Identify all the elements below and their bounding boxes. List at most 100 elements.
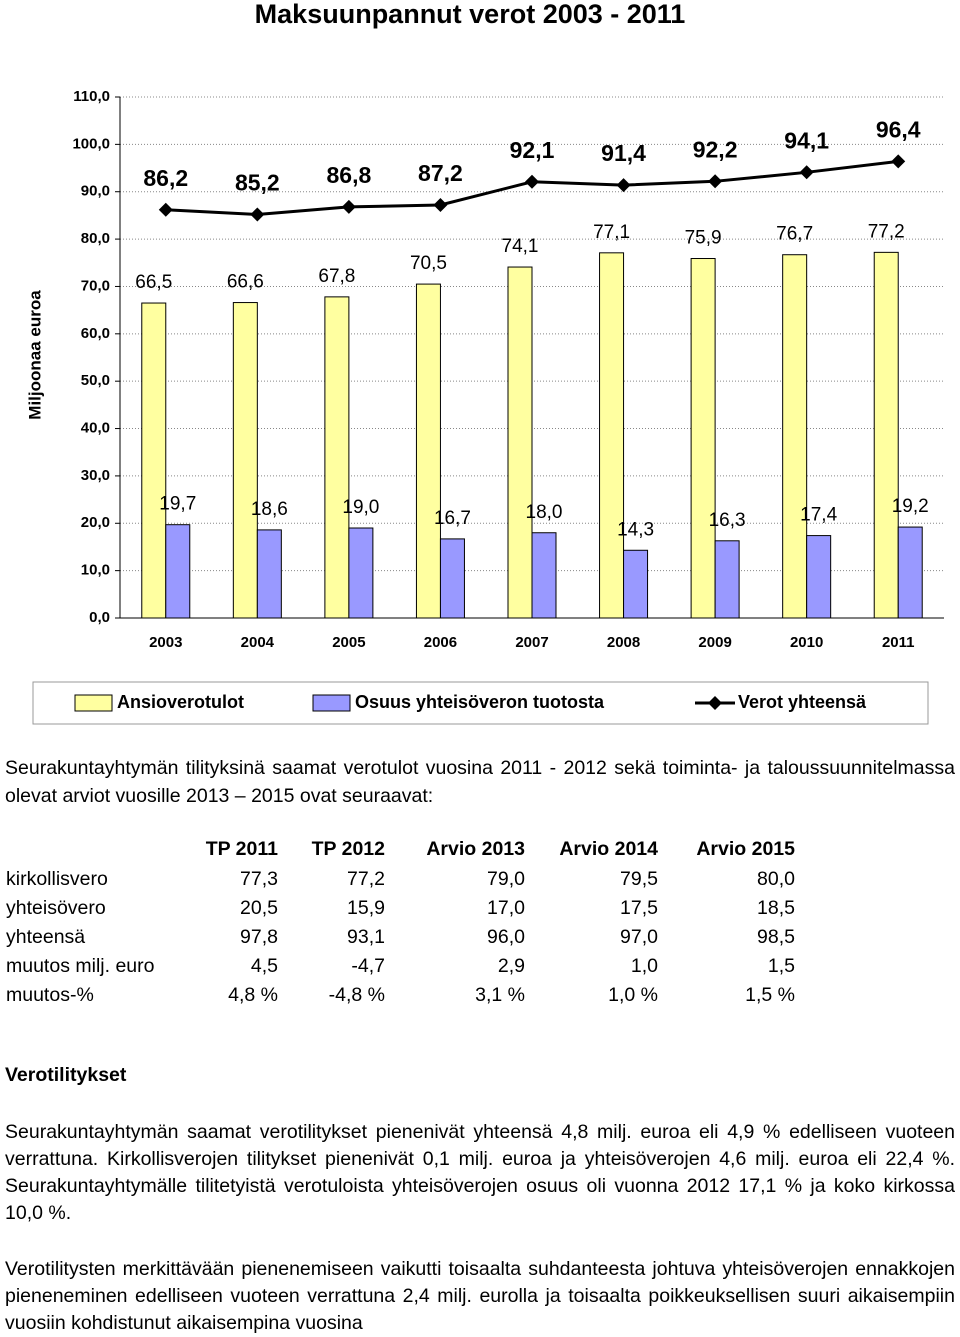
line-marker	[891, 154, 906, 169]
bar	[256, 529, 282, 619]
line-marker	[708, 174, 723, 189]
bar	[873, 251, 899, 619]
table-cell: 77,2	[347, 868, 385, 890]
data-label: 70,5	[410, 253, 447, 274]
table-cell: 79,0	[487, 868, 525, 890]
y-tick-label: 50,0	[81, 372, 110, 389]
header-cell: Arvio 2013	[426, 838, 525, 860]
bar	[324, 296, 350, 619]
data-label: 75,9	[685, 228, 722, 249]
table-cell: 77,3	[240, 868, 278, 890]
line-marker	[433, 197, 448, 212]
row-label: kirkollisvero	[6, 868, 108, 890]
data-label: 19,0	[342, 497, 379, 518]
table-cell: 97,0	[620, 926, 658, 948]
x-tick-label: 2008	[607, 634, 640, 651]
table-cell: 1,5	[767, 955, 795, 977]
legend-swatch	[312, 694, 351, 712]
bar	[232, 302, 258, 619]
bar	[531, 532, 557, 619]
x-tick-label: 2011	[882, 634, 915, 651]
x-tick-label: 2010	[790, 634, 823, 651]
line-marker	[525, 174, 539, 189]
legend-label: Verot yhteensä	[738, 692, 867, 712]
data-label: 91,4	[601, 140, 646, 166]
table-cell: 1,0 %	[608, 984, 658, 1006]
data-label: 66,6	[227, 272, 264, 293]
chart-title: Maksuunpannut verot 2003 - 2011	[255, 0, 686, 29]
y-tick-label: 20,0	[81, 514, 110, 531]
y-tick-label: 110,0	[73, 88, 110, 105]
y-tick-label: 70,0	[81, 277, 110, 294]
data-label: 67,8	[318, 266, 355, 287]
table-cell: 1,0	[630, 955, 658, 977]
line-marker	[616, 178, 631, 193]
table-cell: 20,5	[240, 897, 278, 919]
bar	[897, 526, 923, 619]
table-cell: 17,0	[487, 897, 525, 919]
header-cell: TP 2011	[205, 838, 278, 860]
bar	[165, 524, 191, 619]
data-label: 14,3	[617, 519, 654, 540]
section-heading: Verotilitykset	[5, 1064, 127, 1086]
table-cell: 80,0	[757, 868, 795, 890]
table-cell: 4,5	[250, 955, 278, 977]
x-tick-label: 2004	[241, 634, 275, 651]
data-label: 86,8	[327, 162, 372, 188]
row-label: muutos milj. euro	[6, 955, 155, 977]
bar	[348, 527, 374, 619]
table-cell: 79,5	[620, 868, 658, 890]
data-label: 94,1	[784, 127, 829, 153]
table-cell: 1,5 %	[745, 984, 795, 1006]
table-cell: 93,1	[347, 926, 385, 948]
line-marker	[250, 207, 265, 222]
table-cell: 98,5	[757, 926, 795, 948]
data-label: 85,2	[235, 170, 280, 196]
bar	[623, 549, 649, 619]
data-label: 19,2	[892, 496, 929, 517]
table-cell: 96,0	[487, 926, 525, 948]
bar	[782, 254, 808, 619]
header-cell: Arvio 2014	[559, 838, 658, 860]
data-label: 17,4	[800, 505, 837, 526]
row-label: yhteensä	[6, 926, 86, 948]
intro-paragraph: Seurakuntayhtymän tilityksinä saamat ver…	[5, 757, 955, 807]
y-tick-label: 40,0	[81, 420, 110, 437]
line-marker	[158, 202, 173, 217]
line-marker	[341, 199, 356, 214]
table-cell: -4,7	[351, 955, 385, 977]
bar	[806, 535, 832, 619]
legend-label: Ansioverotulot	[117, 692, 244, 712]
bar	[714, 540, 740, 619]
chart: Maksuunpannut verot 2003 - 2011 Miljoona…	[25, 0, 944, 725]
table-cell: 15,9	[347, 897, 385, 919]
y-axis-label: Miljoonaa euroa	[25, 290, 44, 420]
paragraph: Verotilitysten merkittävään pienenemisee…	[5, 1258, 955, 1334]
table-cell: 97,8	[240, 926, 278, 948]
data-label: 76,7	[776, 224, 813, 245]
x-tick-label: 2009	[698, 634, 731, 651]
legend-label: Osuus yhteisöveron tuotosta	[355, 692, 605, 712]
data-label: 66,5	[135, 272, 172, 293]
data-label: 86,2	[143, 165, 188, 191]
bar	[141, 302, 167, 619]
x-tick-label: 2005	[332, 634, 365, 651]
table-cell: 18,5	[757, 897, 795, 919]
table-row: muutos milj. euro 4,5 -4,7 2,9 1,0 1,5	[0, 955, 960, 984]
data-label: 18,6	[251, 499, 288, 520]
legend-swatch	[74, 694, 113, 712]
data-label: 96,4	[876, 116, 921, 142]
y-tick-label: 10,0	[81, 562, 110, 579]
table-row: muutos-% 4,8 % -4,8 % 3,1 % 1,0 % 1,5 %	[0, 984, 960, 1013]
y-tick-label: 100,0	[72, 135, 110, 152]
y-tick-label: 30,0	[81, 467, 110, 484]
data-label: 16,7	[434, 508, 471, 529]
bar	[507, 266, 533, 619]
table-row: kirkollisvero 77,3 77,2 79,0 79,5 80,0	[0, 868, 960, 897]
table-cell: -4,8 %	[328, 984, 385, 1006]
table-row: yhteisövero 20,5 15,9 17,0 17,5 18,5	[0, 897, 960, 926]
data-label: 74,1	[502, 236, 539, 257]
data-label: 92,2	[693, 136, 738, 162]
row-label: muutos-%	[6, 984, 94, 1006]
